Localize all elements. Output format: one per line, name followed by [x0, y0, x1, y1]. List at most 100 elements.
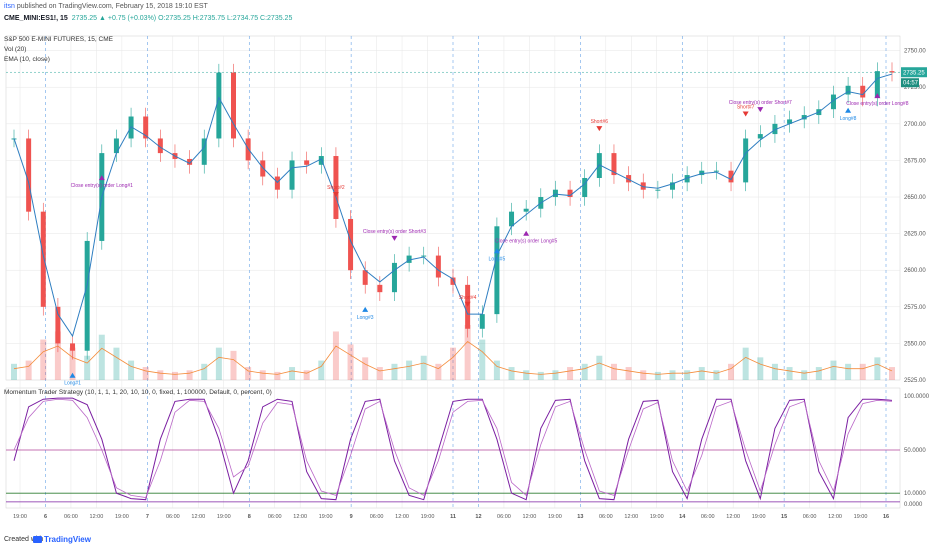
volume-bar — [859, 363, 866, 380]
price-tick-label: 2725.00 — [904, 85, 926, 91]
candle-body — [143, 116, 149, 139]
trade-label: Close entry(s) order Short#3 — [363, 229, 426, 235]
candle-body — [40, 211, 46, 307]
time-tick-label: 12 — [475, 514, 481, 520]
volume-bar — [289, 367, 296, 380]
volume-bar — [889, 367, 895, 380]
candle — [143, 107, 149, 148]
volume-bar — [11, 363, 17, 380]
candle-body — [699, 170, 705, 176]
short-arrow-icon — [391, 235, 398, 241]
candle — [391, 254, 397, 301]
volume-bar — [610, 363, 617, 380]
candle-body — [55, 306, 61, 344]
trade-label: Close entry(s) order Long#5 — [495, 239, 557, 245]
osc-tick-label: 10.0000 — [904, 491, 926, 497]
price-tick-label: 2675.00 — [904, 158, 926, 164]
tradingview-brand[interactable]: TradingView — [44, 535, 91, 544]
candle-body — [348, 218, 354, 271]
candle-body — [830, 94, 836, 110]
volume-bar — [493, 360, 500, 380]
candle-body — [743, 138, 749, 183]
price-tick-label: 2750.00 — [904, 49, 926, 55]
time-tick-label: 12:00 — [293, 514, 307, 520]
candle-body — [304, 160, 310, 165]
volume-bar — [567, 367, 574, 380]
candle-body — [787, 119, 793, 124]
volume-bar — [801, 370, 808, 380]
candle-body — [728, 170, 734, 183]
price-pane — [5, 35, 901, 381]
price-tick-label: 2600.00 — [904, 268, 926, 274]
osc-k-line — [13, 397, 893, 501]
trade-label: Long#3 — [357, 315, 374, 321]
trade-label: Close entry(s) order Long#8 — [846, 101, 908, 107]
trade-label: Long#1 — [64, 381, 81, 387]
time-tick-label: 12:00 — [395, 514, 409, 520]
time-tick-label: 12:00 — [726, 514, 740, 520]
candle — [377, 276, 383, 301]
candle-body — [26, 138, 32, 212]
candle — [26, 129, 32, 221]
time-tick-label: 06:00 — [64, 514, 78, 520]
time-tick-label: 12:00 — [624, 514, 638, 520]
candle-body — [772, 123, 778, 135]
volume-bar — [215, 347, 222, 380]
volume-bar — [318, 360, 325, 380]
volume-legend: Vol (20) — [4, 46, 27, 53]
volume-bar — [874, 357, 881, 380]
candle — [479, 305, 485, 338]
candle — [362, 261, 368, 294]
long-arrow-icon — [523, 230, 530, 236]
last-price-badge — [901, 67, 927, 78]
volume-bar — [69, 347, 76, 380]
time-tick-label: 06:00 — [166, 514, 180, 520]
volume-bar — [523, 370, 530, 380]
price-tick-label: 2650.00 — [904, 195, 926, 201]
long-arrow-icon — [874, 93, 881, 99]
volume-bar — [40, 339, 47, 380]
time-tick-label: 13 — [577, 514, 583, 520]
candle — [348, 210, 354, 279]
volume-bar — [508, 367, 515, 380]
osc-tick-label: 0.0000 — [904, 502, 923, 508]
time-tick-label: 15 — [781, 514, 787, 520]
price-tick-label: 2575.00 — [904, 305, 926, 311]
volume-bar — [815, 367, 822, 380]
candle — [626, 166, 632, 192]
candle-body — [391, 262, 397, 293]
candle — [84, 232, 90, 360]
candle — [889, 62, 895, 82]
time-tick-label: 12:00 — [90, 514, 104, 520]
time-tick-label: 06:00 — [701, 514, 715, 520]
candle — [728, 161, 734, 192]
candle — [640, 173, 646, 199]
candle — [830, 85, 836, 118]
time-tick-label: 19:00 — [752, 514, 766, 520]
candle — [465, 276, 471, 338]
candle — [655, 180, 661, 199]
candle — [567, 180, 573, 206]
volume-bar — [420, 355, 427, 380]
candle — [772, 115, 778, 143]
candle — [187, 150, 193, 174]
author-link[interactable]: itsn — [4, 3, 15, 10]
time-tick-label: 06:00 — [803, 514, 817, 520]
volume-bar — [757, 357, 764, 380]
volume-bar — [406, 360, 413, 380]
time-tick-label: 06:00 — [370, 514, 384, 520]
trade-label: Short#6 — [591, 119, 609, 125]
volume-bar — [54, 331, 61, 380]
volume-bar — [84, 355, 91, 380]
osc-tick-label: 100.0000 — [904, 394, 930, 400]
symbol-label: CME_MINI:ES1!, 15 — [4, 15, 68, 22]
volume-bar — [391, 363, 398, 380]
chart-area[interactable]: 2525.00 2550.00 2575.00 2600.00 2625.00 2650.… — [0, 30, 932, 530]
volume-bar — [464, 325, 471, 380]
candle — [699, 161, 705, 184]
volume-bar — [274, 371, 281, 380]
volume-bar — [113, 347, 120, 380]
long-arrow-icon — [98, 175, 105, 181]
long-arrow-icon — [362, 306, 369, 312]
candle-body — [274, 176, 280, 190]
